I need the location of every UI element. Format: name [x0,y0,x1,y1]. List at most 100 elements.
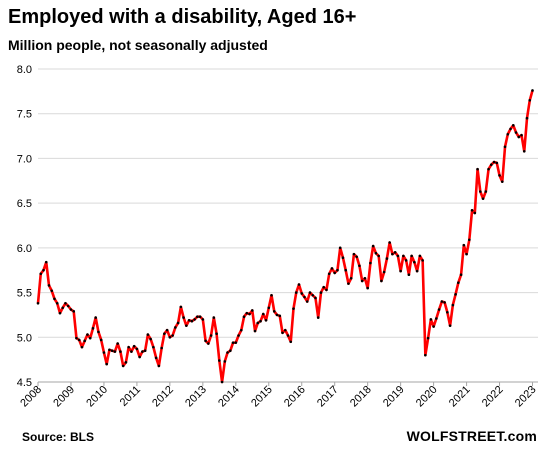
data-point [229,349,232,353]
data-point [132,344,136,348]
data-point [55,302,59,305]
data-point [42,268,45,272]
data-point [393,251,397,254]
data-point [234,341,238,344]
data-point [275,313,279,317]
data-point [352,252,356,256]
data-point [338,246,342,250]
data-point [311,293,315,297]
data-point [143,349,147,353]
data-point [215,332,218,336]
data-point [80,345,84,349]
data-point [223,360,227,363]
data-point [242,315,246,319]
data-point [281,331,284,335]
brand-watermark: WOLFSTREET.com [406,428,537,444]
data-point [176,321,180,325]
data-point [344,268,347,272]
data-point [272,310,276,313]
data-point [514,131,518,134]
data-point [283,328,287,332]
data-point [363,276,367,280]
data-point [388,241,391,244]
data-point [141,350,144,353]
data-point [429,318,433,321]
data-point [462,243,466,247]
data-point [240,328,243,332]
y-tick-label: 7.0 [17,153,32,165]
data-point [113,350,117,353]
data-point [256,321,260,325]
data-point [127,345,130,349]
data-point [193,318,196,321]
data-point [366,286,369,290]
data-point [297,283,301,286]
data-point [484,190,488,193]
data-point [517,135,521,139]
data-point [83,339,86,343]
data-point [325,288,328,292]
x-tick-label: 2009 [51,384,77,410]
data-point [371,244,375,248]
data-point [44,260,48,264]
x-tick-label: 2022 [480,384,506,410]
x-tick-label: 2010 [84,384,110,410]
data-point [377,254,380,258]
data-point [360,279,364,283]
data-point [358,264,361,268]
data-point [500,180,504,183]
y-tick-label: 4.5 [17,377,32,389]
data-point [198,315,202,319]
data-point [174,326,177,329]
x-tick-label: 2013 [183,384,209,410]
x-tick-label: 2012 [150,384,176,410]
data-point [418,254,422,258]
data-point [53,297,56,301]
series-line [36,90,534,384]
data-point [424,353,427,357]
x-tick-label: 2011 [118,384,143,409]
data-point [149,337,152,341]
data-point [399,269,402,273]
data-point [336,268,339,272]
data-point [511,124,515,127]
data-point [39,272,43,276]
data-point [327,272,331,276]
data-point [187,318,191,322]
data-point [440,300,444,303]
data-point [355,255,358,259]
data-point [473,211,477,215]
data-point [432,325,435,328]
data-point [426,336,430,340]
data-point [61,306,65,310]
chart-subtitle: Million people, not seasonally adjusted [8,37,268,53]
data-point [421,259,424,262]
data-point [157,364,161,368]
y-tick-label: 6.0 [17,243,32,255]
data-point [86,333,89,336]
data-point [314,296,317,300]
data-point [333,271,337,275]
data-point [220,380,224,384]
x-tick-label: 2016 [282,384,308,410]
data-point [308,291,312,294]
data-point [201,318,205,321]
data-point [470,209,474,212]
data-point [124,361,128,364]
data-point [322,285,326,289]
data-point [374,251,378,255]
data-point [250,309,254,312]
data-point [278,314,282,318]
data-point [382,270,386,274]
data-point [396,254,400,258]
data-point [102,351,106,354]
data-point [465,252,468,256]
data-point [58,311,62,315]
data-point [264,318,268,322]
data-point [407,273,411,276]
data-point [319,291,323,294]
data-point [168,335,172,339]
x-axis [37,381,538,386]
data-point [163,332,166,336]
data-point [259,319,262,323]
